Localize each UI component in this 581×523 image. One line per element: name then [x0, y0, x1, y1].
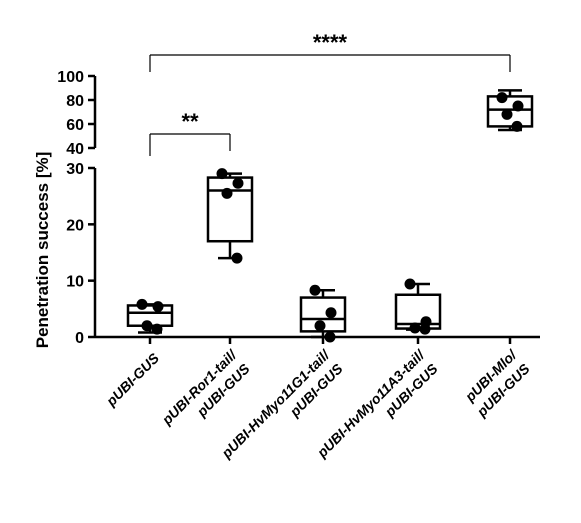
data-point	[309, 284, 321, 296]
data-point	[496, 92, 508, 104]
y-axis-title: Penetration success [%]	[33, 152, 52, 349]
data-point	[151, 323, 163, 335]
significance-bracket: **	[149, 109, 231, 156]
data-point	[136, 298, 148, 310]
category-label-line: pUBI-HvMyo11A3-tail/	[313, 345, 429, 461]
y-tick-label: 0	[75, 330, 84, 347]
category-labels: pUBI-GUSpUBI-Ror1-tail/pUBI-GUSpUBI-HvMy…	[102, 345, 534, 461]
box-group	[299, 284, 347, 343]
data-point	[216, 168, 228, 180]
y-tick-label: 60	[66, 117, 84, 134]
significance-brackets: ******	[149, 30, 511, 156]
y-tick-label: 20	[66, 217, 84, 234]
data-point	[501, 108, 513, 120]
y-tick-label: 10	[66, 274, 84, 291]
data-point	[232, 177, 244, 189]
significance-bracket: ****	[149, 30, 511, 72]
y-tick-label: 80	[66, 93, 84, 110]
y-tick-label: 40	[66, 141, 84, 158]
box-group	[394, 278, 442, 335]
significance-label: ****	[313, 30, 348, 55]
data-point	[314, 320, 326, 332]
data-point	[141, 320, 153, 332]
data-point	[152, 301, 164, 313]
data-point	[419, 323, 431, 335]
box-group	[126, 298, 174, 335]
box-group	[206, 168, 254, 264]
category-label-line: pUBI-HvMyo11G1-tail/	[218, 345, 334, 461]
box-iqr	[206, 176, 254, 243]
data-point	[511, 120, 523, 132]
data-point	[324, 331, 336, 343]
significance-label: **	[181, 109, 199, 134]
data-point	[221, 187, 233, 199]
boxes	[126, 89, 534, 343]
category-label-line: pUBI-GUS	[102, 349, 162, 409]
category-label: pUBI-Mlo/pUBI-GUS	[459, 345, 534, 420]
data-point	[409, 322, 421, 334]
category-label: pUBI-GUS	[102, 349, 162, 409]
data-point	[325, 307, 337, 319]
data-point	[404, 278, 416, 290]
y-tick-label: 100	[57, 69, 84, 86]
y-tick-label: 30	[66, 161, 84, 178]
box-group	[486, 89, 534, 132]
data-point	[512, 100, 524, 112]
data-point	[231, 252, 243, 264]
